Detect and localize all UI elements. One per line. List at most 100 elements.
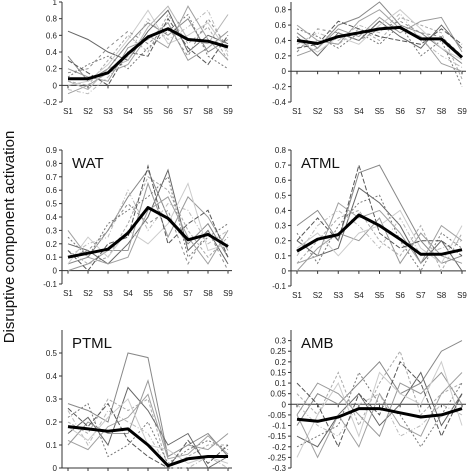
subject-series-line xyxy=(67,5,229,95)
y-tick-label: 0.8 xyxy=(275,6,287,15)
subject-series-line xyxy=(67,409,229,469)
y-tick-label: 0.4 xyxy=(275,36,287,45)
y-tick-label: 0.6 xyxy=(275,21,287,30)
subject-series-line xyxy=(67,5,229,91)
subject-series-line xyxy=(67,9,229,95)
subject-series-line xyxy=(296,16,463,80)
subject-series-line xyxy=(296,9,463,61)
x-tick-label: S2 xyxy=(313,107,323,116)
y-tick-label: 0.5 xyxy=(275,191,287,200)
x-tick-label: S7 xyxy=(416,291,426,300)
mean-series-line xyxy=(296,407,463,423)
subject-series-line xyxy=(67,378,229,458)
y-tick-label: 0.1 xyxy=(275,252,287,261)
y-tick-label: 0.4 xyxy=(46,48,58,57)
y-tick-label: -0.4 xyxy=(272,98,286,107)
subject-series-line xyxy=(296,12,463,68)
subject-series-line xyxy=(296,371,463,438)
x-tick-label: S5 xyxy=(375,107,385,116)
y-tick-label: 0.6 xyxy=(46,31,58,40)
panel-title: WAT xyxy=(72,155,104,172)
x-tick-label: S8 xyxy=(436,291,446,300)
x-tick-label: S3 xyxy=(103,107,113,116)
y-tick-label: 0.1 xyxy=(46,441,58,450)
y-tick-label: 0 xyxy=(282,67,287,76)
subject-series-line xyxy=(296,209,463,257)
y-tick-label: 0.2 xyxy=(46,418,58,427)
y-tick-label: -0.25 xyxy=(268,453,287,462)
x-tick-label: S8 xyxy=(203,289,213,298)
y-tick-label: -0.2 xyxy=(43,98,57,107)
y-tick-label: 0.4 xyxy=(46,213,58,222)
y-tick-label: 0.6 xyxy=(275,176,287,185)
y-tick-label: 0 xyxy=(282,267,287,276)
subject-series-line xyxy=(296,163,463,257)
y-tick-label: 0.3 xyxy=(275,222,287,231)
y-tick-label: 0.2 xyxy=(46,240,58,249)
y-tick-label: -0.2 xyxy=(272,83,286,92)
subject-series-line xyxy=(67,402,229,469)
y-axis-label: Disruptive component activation xyxy=(1,131,18,344)
x-tick-label: S6 xyxy=(163,107,173,116)
y-tick-label: 0.2 xyxy=(46,65,58,74)
x-tick-label: S2 xyxy=(313,291,323,300)
subject-series-line xyxy=(67,196,229,265)
y-tick-label: 0.2 xyxy=(275,52,287,61)
y-tick-label: -0.15 xyxy=(268,432,287,441)
subject-series-line xyxy=(67,352,229,458)
subject-series-line xyxy=(67,164,229,272)
x-tick-label: S2 xyxy=(83,289,93,298)
x-tick-label: S7 xyxy=(183,289,193,298)
panel-title: ATML xyxy=(301,155,340,172)
y-tick-label: 0.2 xyxy=(275,358,287,367)
x-tick-label: S1 xyxy=(292,291,302,300)
x-tick-label: S7 xyxy=(416,107,426,116)
x-tick-label: S4 xyxy=(123,289,133,298)
x-tick-label: S4 xyxy=(123,107,133,116)
x-tick-label: S3 xyxy=(333,291,343,300)
panel-middle-left: -0.1 0 0.1 0.2 0.3 0.4 0.5 0.6 0.7 0.8 0.9 S1 S2 S3 S4… xyxy=(43,146,233,298)
subject-series-line xyxy=(67,176,229,265)
y-tick-label: 0.5 xyxy=(46,200,58,209)
y-tick-label: 0.8 xyxy=(275,146,287,155)
x-tick-label: S6 xyxy=(395,291,405,300)
x-tick-label: S1 xyxy=(63,289,73,298)
x-tick-label: S4 xyxy=(354,291,364,300)
y-tick-label: -0.1 xyxy=(272,282,286,291)
subject-series-line xyxy=(296,217,463,272)
y-tick-label: -0.05 xyxy=(268,411,287,420)
x-tick-label: S6 xyxy=(395,107,405,116)
y-tick-label: 0.15 xyxy=(270,368,286,377)
subject-series-line xyxy=(296,20,463,49)
x-tick-label: S8 xyxy=(436,107,446,116)
x-tick-label: S9 xyxy=(457,291,467,300)
y-tick-label: 0.8 xyxy=(46,15,58,24)
y-tick-label: 0.2 xyxy=(275,237,287,246)
x-tick-label: S8 xyxy=(203,107,213,116)
subject-series-line xyxy=(67,393,229,460)
x-tick-label: S5 xyxy=(143,289,153,298)
mean-series-line xyxy=(68,27,229,81)
panel-bottom-left: 0 0.1 0.2 0.3 0.4 0.5 PTML xyxy=(46,330,232,473)
x-tick-label: S3 xyxy=(333,107,343,116)
subject-series-line xyxy=(296,194,463,272)
y-tick-label: 0.9 xyxy=(46,146,58,155)
y-tick-label: 0.7 xyxy=(46,173,58,182)
x-tick-label: S5 xyxy=(143,107,153,116)
y-tick-label: 0.6 xyxy=(46,186,58,195)
y-tick-label: -0.1 xyxy=(43,280,57,289)
subject-series-line xyxy=(67,202,229,271)
panel-top-left: -0.2 0 0.2 0.4 0.6 0.8 1 S1 S2 S3 S4 S5 S6 S7 S8 S9 xyxy=(43,0,233,116)
x-tick-label: S7 xyxy=(183,107,193,116)
subject-series-line xyxy=(296,20,463,57)
y-tick-label: 0.3 xyxy=(46,395,58,404)
x-tick-label: S9 xyxy=(223,289,233,298)
y-tick-label: 0.8 xyxy=(46,159,58,168)
y-tick-label: 0.5 xyxy=(46,349,58,358)
y-tick-label: 0.1 xyxy=(275,379,287,388)
panel-title: PTML xyxy=(72,335,112,352)
y-tick-label: 0 xyxy=(282,400,287,409)
y-tick-label: 0.25 xyxy=(270,347,286,356)
y-tick-label: -0.3 xyxy=(272,464,286,473)
subject-series-line xyxy=(296,371,463,448)
